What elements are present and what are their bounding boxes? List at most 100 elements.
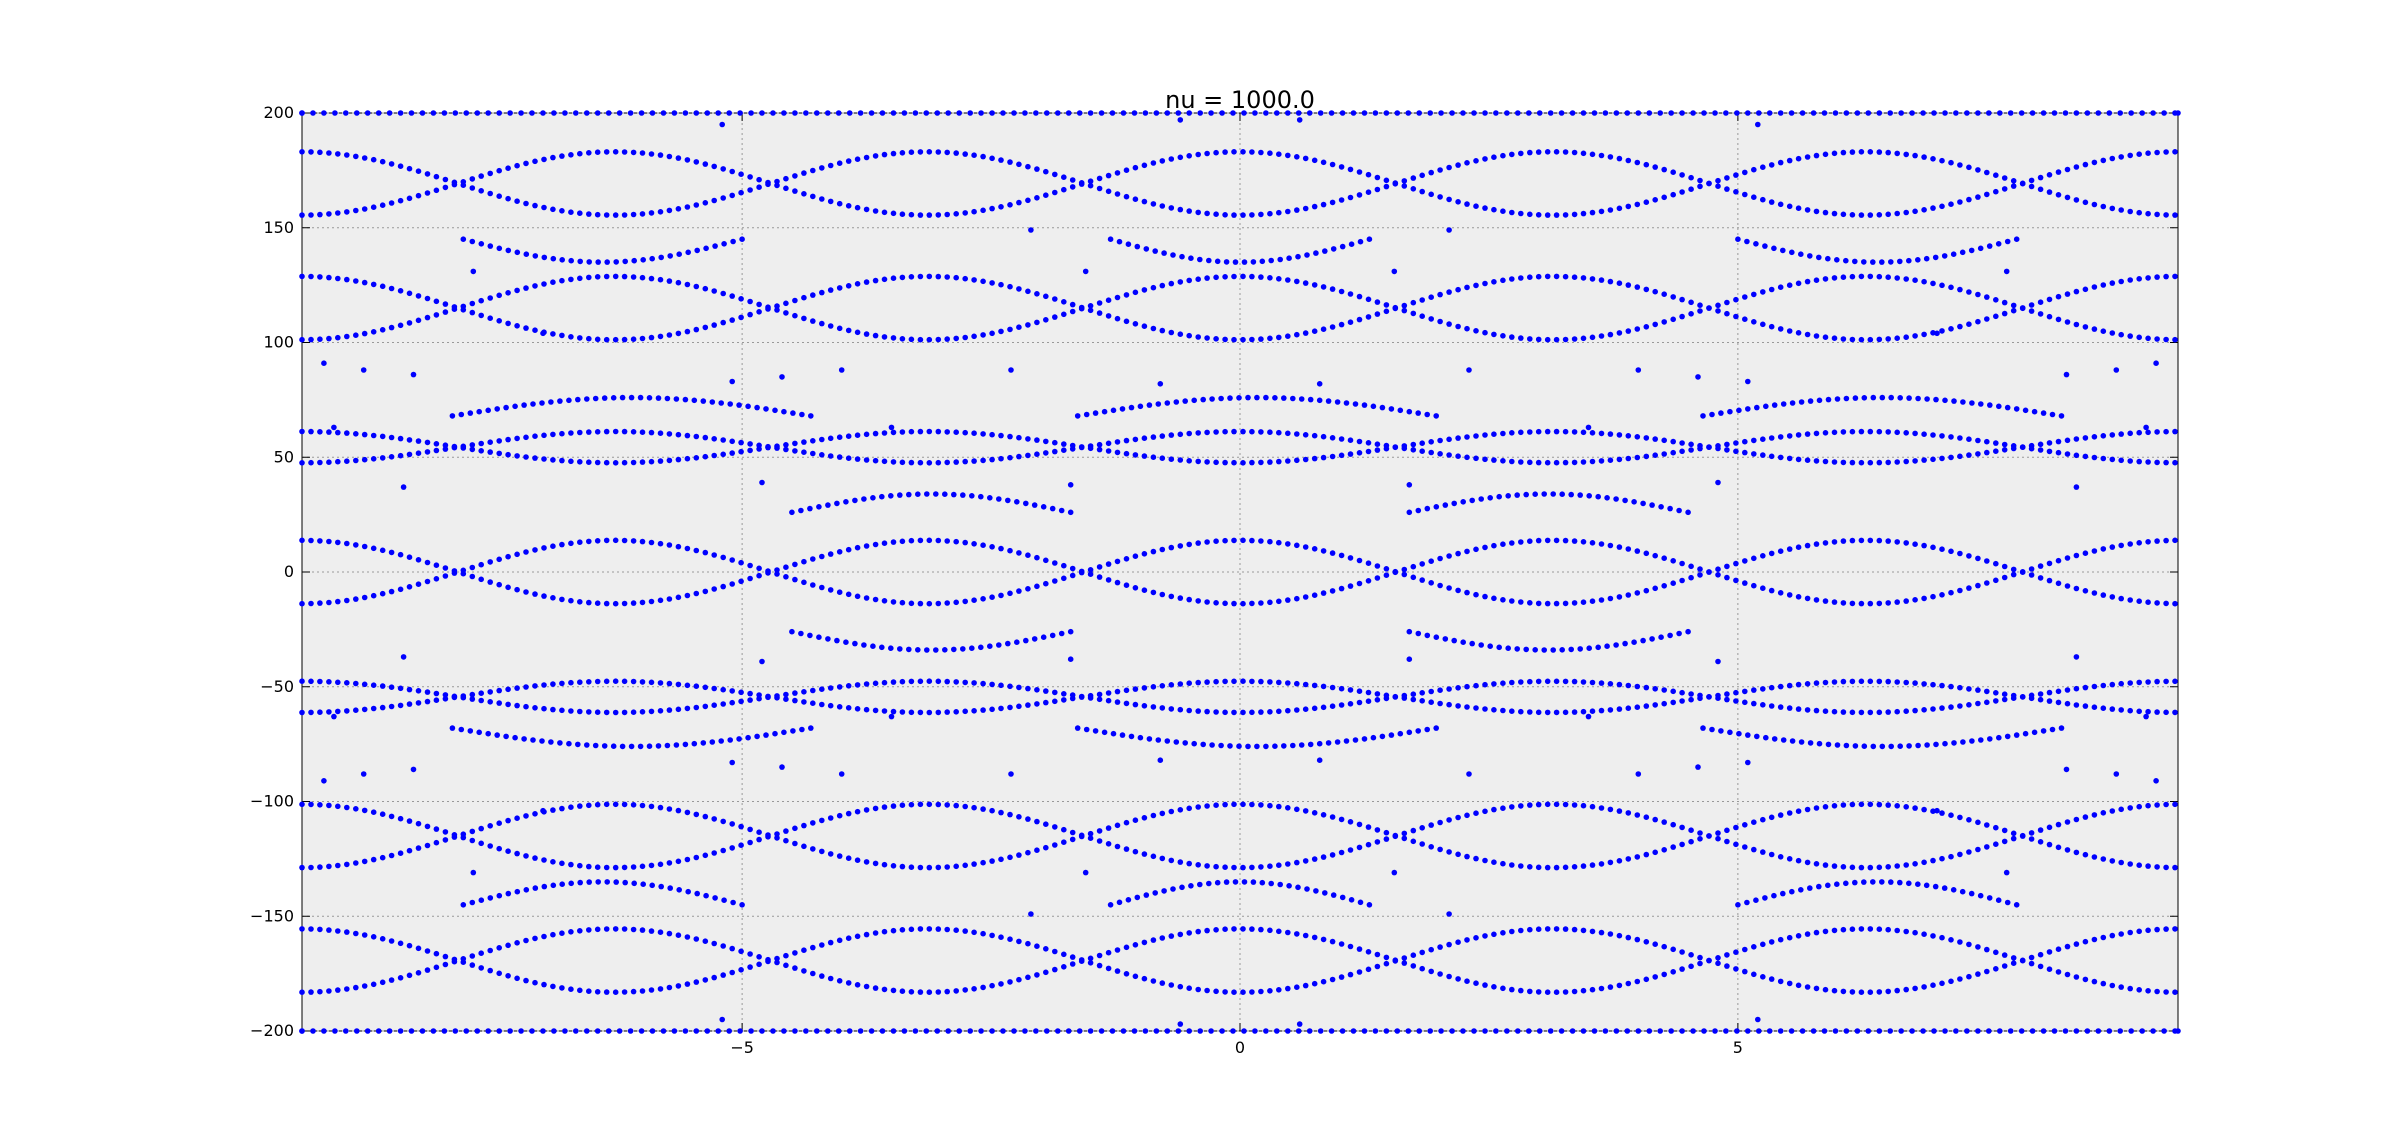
- data-point: [1966, 196, 1972, 203]
- data-point: [1760, 702, 1766, 708]
- data-point: [684, 204, 691, 210]
- data-point: [1558, 1028, 1565, 1034]
- data-point: [430, 1028, 437, 1034]
- data-point: [888, 713, 895, 720]
- data-point: [1571, 149, 1578, 156]
- data-point: [1222, 709, 1228, 716]
- data-point: [541, 281, 547, 287]
- data-point: [586, 802, 592, 809]
- data-point: [1523, 491, 1529, 498]
- data-point: [2073, 484, 2080, 490]
- data-point: [1285, 541, 1291, 547]
- data-point: [594, 429, 601, 435]
- data-point: [1276, 987, 1282, 993]
- data-point: [655, 743, 662, 749]
- data-point: [1392, 958, 1399, 964]
- data-point: [693, 854, 700, 861]
- data-point: [1840, 211, 1847, 218]
- data-point: [470, 268, 477, 275]
- data-point: [1697, 177, 1703, 184]
- data-point: [1338, 552, 1345, 559]
- data-point: [702, 938, 709, 944]
- data-point: [962, 862, 968, 869]
- data-point: [1724, 574, 1730, 581]
- data-point: [1170, 252, 1176, 258]
- data-point: [1825, 882, 1831, 889]
- data-point: [666, 806, 673, 812]
- data-point: [1688, 963, 1694, 970]
- data-point: [1894, 927, 1900, 934]
- data-point: [1302, 858, 1309, 864]
- data-point: [2046, 560, 2053, 567]
- data-point: [1948, 548, 1954, 555]
- data-point: [1646, 1028, 1653, 1034]
- data-point: [836, 325, 843, 332]
- data-point: [1679, 841, 1685, 848]
- data-point: [1822, 804, 1829, 810]
- data-point: [603, 926, 610, 932]
- data-point: [1700, 725, 1706, 731]
- data-point: [1544, 864, 1551, 871]
- data-point: [908, 926, 915, 933]
- data-point: [326, 988, 332, 994]
- data-point: [810, 700, 816, 706]
- data-point: [2118, 542, 2124, 549]
- data-point: [1544, 678, 1551, 685]
- data-point: [890, 679, 897, 685]
- data-point: [1518, 803, 1524, 809]
- data-point: [1509, 430, 1515, 436]
- data-point: [1679, 110, 1685, 116]
- data-point: [507, 1028, 513, 1034]
- data-point: [1356, 293, 1363, 300]
- data-point: [638, 110, 645, 116]
- data-point: [523, 977, 529, 984]
- data-point: [1885, 600, 1891, 606]
- data-point: [720, 701, 726, 707]
- data-point: [2117, 110, 2123, 116]
- data-point: [908, 211, 915, 218]
- data-point: [1241, 879, 1248, 885]
- data-point: [2172, 149, 2178, 155]
- data-point: [1240, 600, 1246, 607]
- data-point: [594, 864, 601, 870]
- data-point: [845, 455, 852, 462]
- data-point: [1428, 558, 1434, 564]
- data-point: [1487, 495, 1493, 501]
- data-point: [1356, 699, 1363, 706]
- data-point: [2109, 155, 2116, 162]
- data-point: [2163, 709, 2169, 716]
- data-point: [1406, 408, 1413, 415]
- data-point: [1482, 857, 1488, 864]
- data-point: [1786, 856, 1793, 862]
- data-point: [1745, 110, 1751, 116]
- data-point: [639, 211, 646, 217]
- data-point: [1861, 259, 1867, 265]
- data-point: [702, 453, 709, 460]
- data-point: [559, 457, 565, 464]
- data-point: [774, 307, 780, 313]
- data-point: [827, 323, 834, 329]
- data-point: [2010, 955, 2017, 961]
- data-point: [684, 281, 691, 288]
- data-point: [1948, 326, 1954, 332]
- data-point: [1753, 241, 1759, 247]
- data-point: [1428, 316, 1434, 322]
- data-point: [1585, 713, 1592, 720]
- data-point: [1867, 709, 1874, 716]
- data-point: [1227, 743, 1233, 749]
- data-point: [1356, 169, 1363, 175]
- data-point: [1096, 564, 1103, 570]
- data-point: [1500, 333, 1506, 339]
- data-point: [1786, 705, 1793, 711]
- data-point: [550, 543, 556, 549]
- data-point: [819, 584, 825, 591]
- data-point: [308, 926, 314, 932]
- data-point: [953, 335, 959, 342]
- data-point: [899, 863, 906, 870]
- data-point: [361, 431, 368, 438]
- data-point: [1276, 429, 1282, 436]
- data-point: [810, 944, 816, 951]
- data-point: [944, 864, 950, 870]
- data-point: [1942, 397, 1948, 404]
- data-point: [442, 301, 449, 307]
